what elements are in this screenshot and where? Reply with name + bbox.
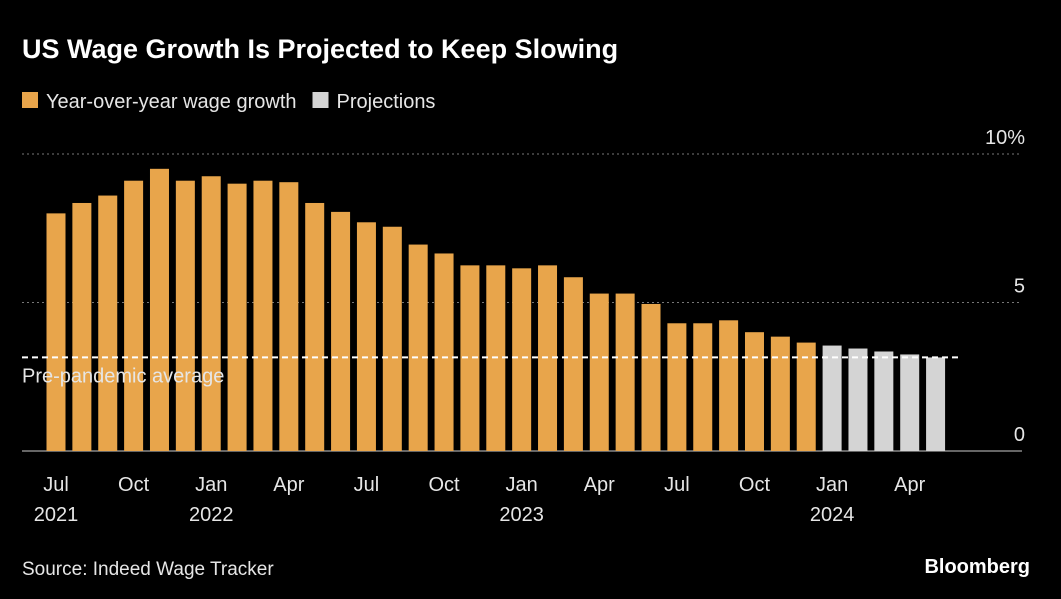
bar xyxy=(124,180,144,451)
bar xyxy=(305,202,325,451)
x-tick-label: Apr xyxy=(584,474,615,496)
y-tick-label: 0 xyxy=(1014,424,1025,446)
bar xyxy=(408,244,428,451)
x-tick-label: Jan xyxy=(816,474,848,496)
bar xyxy=(926,357,946,451)
bar xyxy=(382,226,402,451)
source: Source: Indeed Wage Tracker xyxy=(22,559,274,580)
bar xyxy=(874,351,894,451)
x-tick-label: Jan xyxy=(195,474,227,496)
bar xyxy=(279,182,299,452)
bar xyxy=(641,303,661,451)
y-tick-label: 5 xyxy=(1014,275,1025,297)
legend-label: Year-over-year wage growth xyxy=(46,91,297,113)
bar xyxy=(227,183,247,451)
bar xyxy=(693,323,713,451)
bar xyxy=(331,211,351,451)
bar xyxy=(848,348,868,451)
bar xyxy=(175,180,195,451)
y-tick-label: 10% xyxy=(985,127,1025,149)
bar xyxy=(744,332,764,451)
legend-label: Projections xyxy=(337,91,436,113)
bar xyxy=(796,342,816,451)
bar xyxy=(667,323,687,451)
x-tick-label: Oct xyxy=(428,474,460,496)
bar xyxy=(900,354,920,451)
x-tick-label: Jul xyxy=(354,474,380,496)
bar xyxy=(460,265,480,451)
x-tick-label: Jan xyxy=(506,474,538,496)
x-tick-label: Jul xyxy=(43,474,69,496)
x-tick-label: Oct xyxy=(118,474,150,496)
bar xyxy=(563,277,583,451)
bar xyxy=(72,202,92,451)
bar xyxy=(822,345,842,451)
bar xyxy=(434,253,454,451)
bar xyxy=(356,222,376,451)
chart-title: US Wage Growth Is Projected to Keep Slow… xyxy=(22,34,618,64)
bar xyxy=(201,176,221,451)
bar xyxy=(719,320,739,451)
bar xyxy=(149,168,169,451)
bar xyxy=(46,213,66,451)
x-tick-label: 2024 xyxy=(810,504,855,526)
annotation-label: Pre-pandemic average xyxy=(22,365,224,387)
bar xyxy=(98,195,118,451)
x-tick-label: 2022 xyxy=(189,504,234,526)
x-tick-label: Oct xyxy=(739,474,771,496)
x-tick-label: 2021 xyxy=(34,504,79,526)
legend-swatch xyxy=(312,92,329,108)
legend-swatch xyxy=(22,92,38,108)
bar xyxy=(615,293,635,451)
brand: Bloomberg xyxy=(924,556,1030,578)
bar xyxy=(589,293,609,451)
x-tick-label: Jul xyxy=(664,474,690,496)
bar xyxy=(512,268,532,451)
bar xyxy=(770,336,790,451)
x-tick-label: 2023 xyxy=(499,504,544,526)
bar xyxy=(253,180,273,451)
x-tick-label: Apr xyxy=(273,474,304,496)
x-tick-label: Apr xyxy=(894,474,925,496)
